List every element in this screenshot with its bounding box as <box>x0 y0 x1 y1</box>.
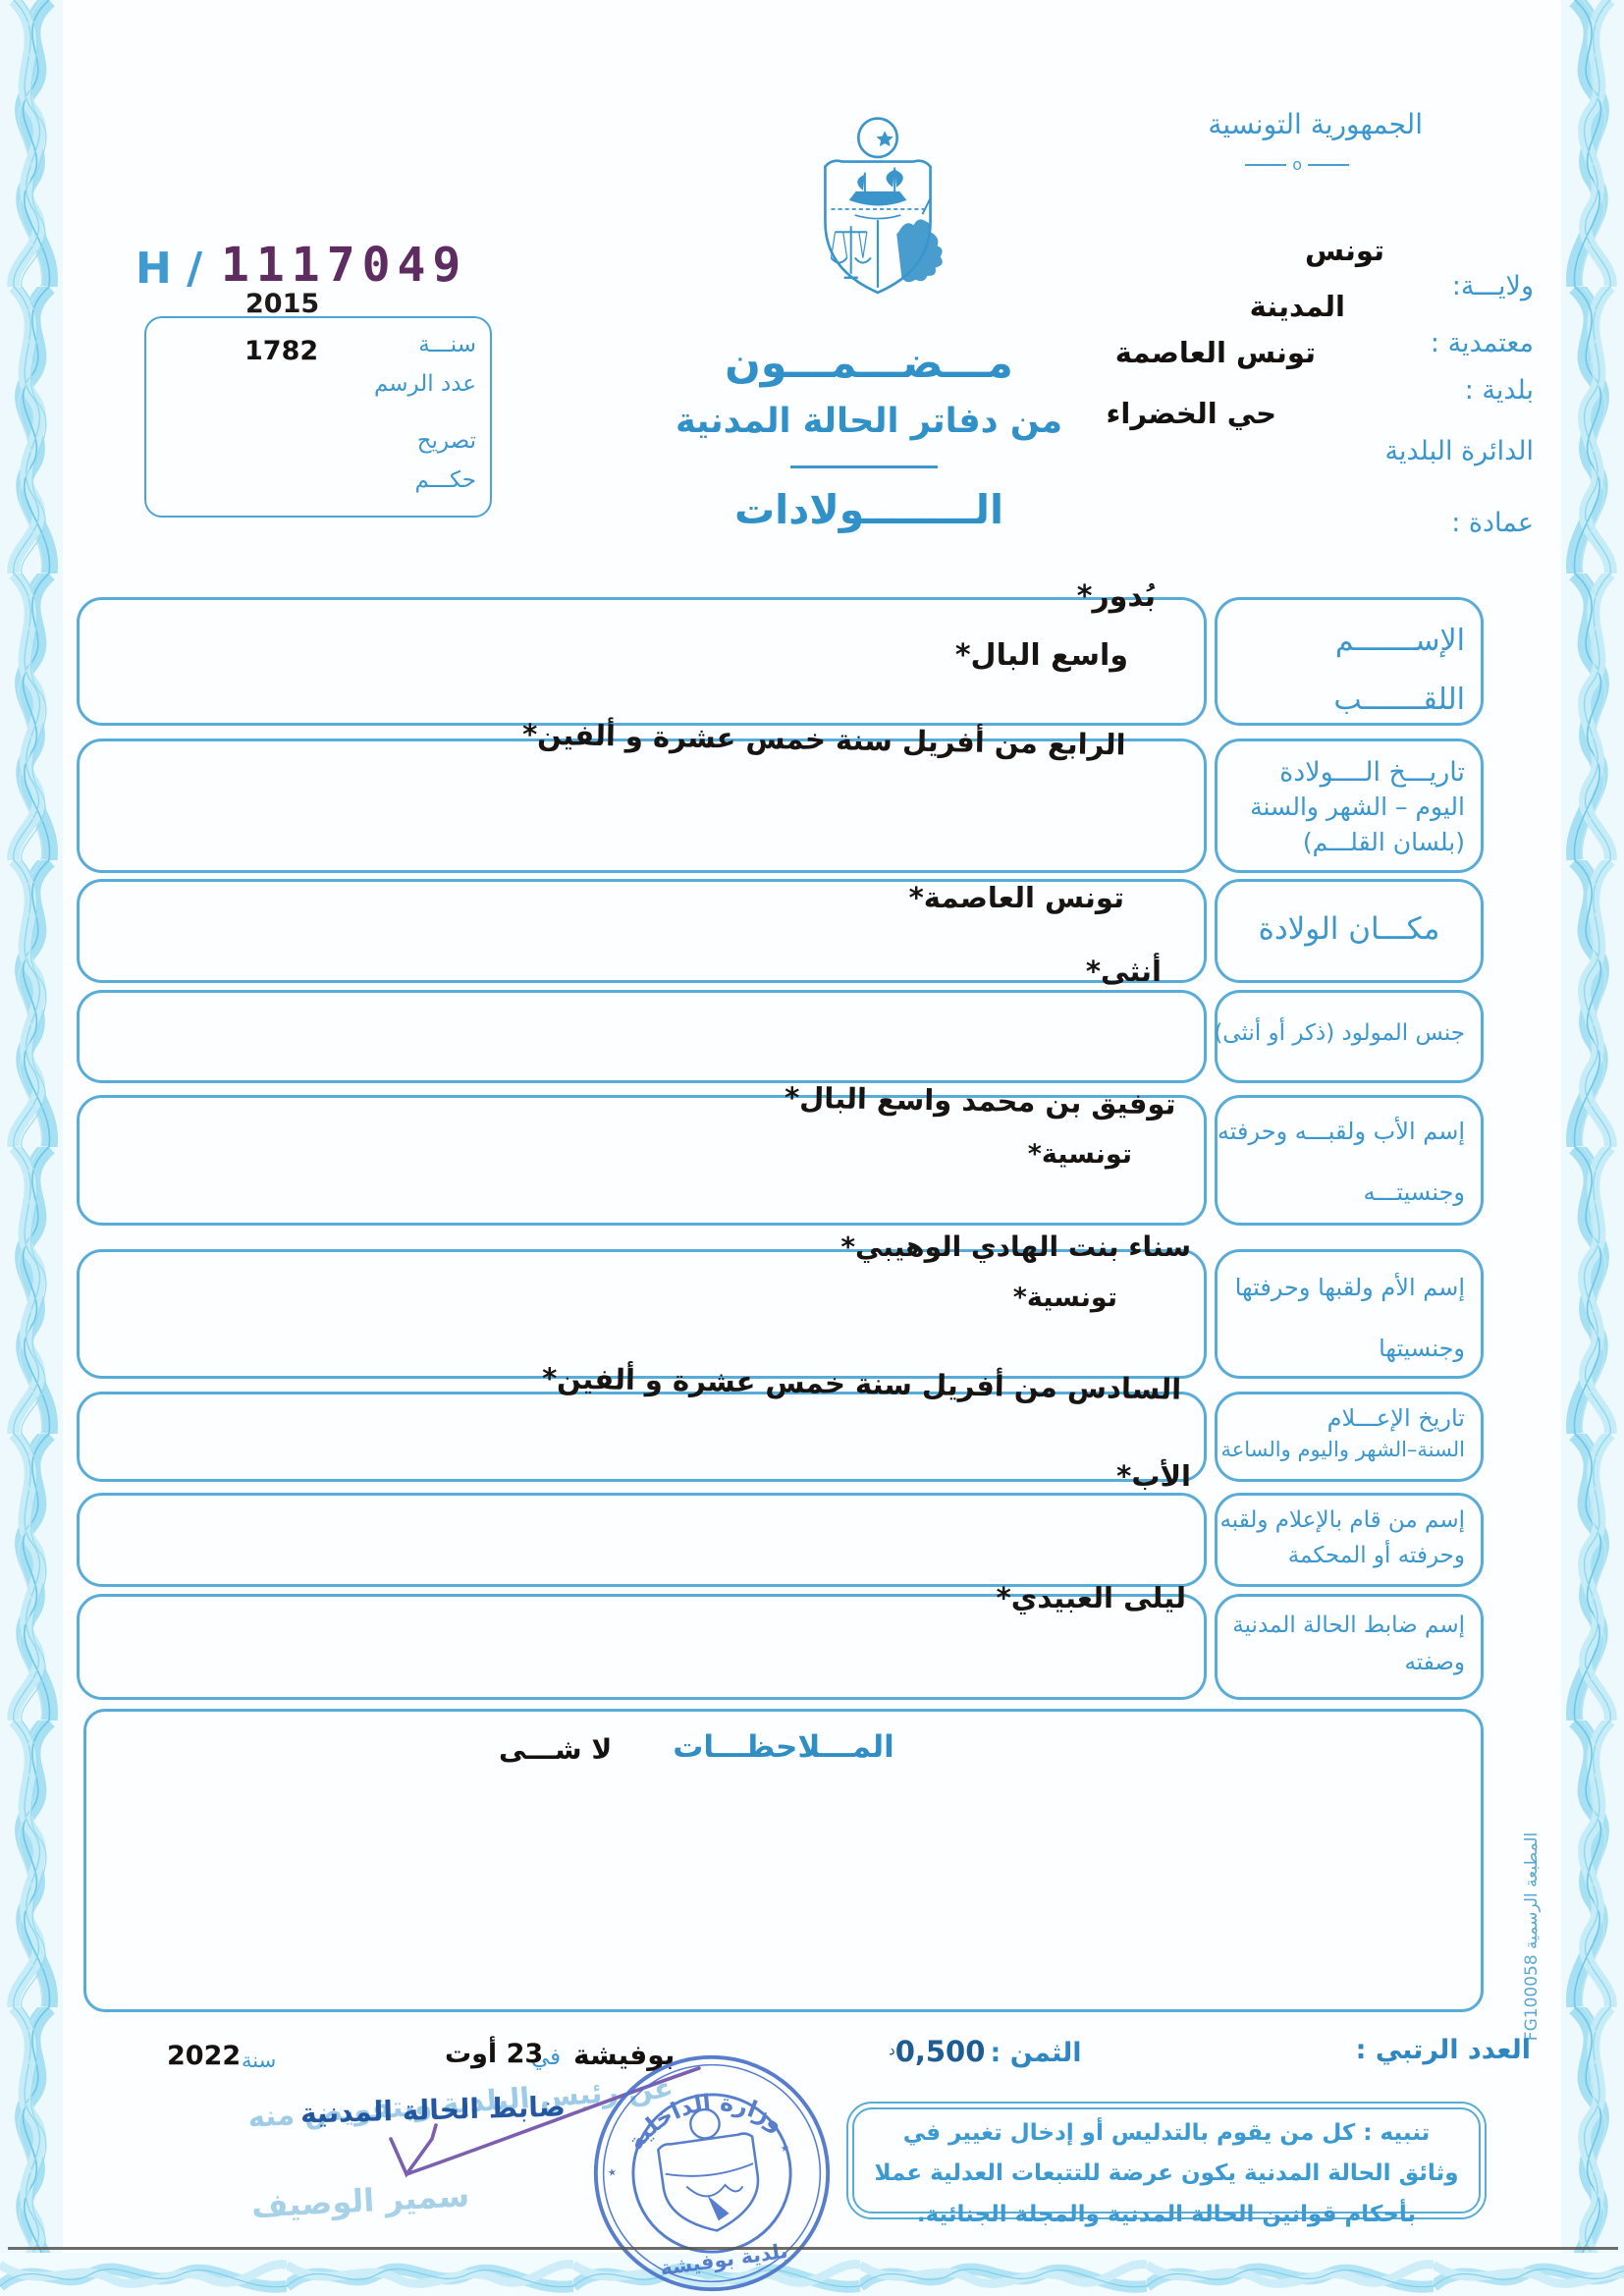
registry-number-box: سنـــة عدد الرسم تصريح حكـــم 1782 <box>144 316 492 518</box>
father-nationality-label: وجنسيتـــه <box>1363 1178 1465 1206</box>
father-nationality-value: تونسية* <box>1027 1139 1132 1170</box>
father-value-box <box>77 1095 1207 1226</box>
informant-value-box <box>77 1493 1207 1587</box>
birth-place-value-box <box>77 879 1207 983</box>
governorate-label: ولايـــة: <box>1451 271 1534 301</box>
document-title-block: مـــضـــمـــون من دفاتر الحالة المدنية ا… <box>638 339 1100 533</box>
father-name-label: إسم الأب ولقبـــه وحرفته <box>1217 1118 1465 1145</box>
name-value-box <box>77 597 1207 726</box>
serial-year: 2015 <box>245 289 320 319</box>
birth-date-note-label: (بلسان القلـــم) <box>1302 828 1465 856</box>
remarks-box: المـــلاحظـــات لا شـــى <box>83 1709 1484 2012</box>
name-label-box: الإســـــــم اللقـــــــب <box>1215 597 1484 726</box>
surname-label: اللقـــــــب <box>1333 683 1465 717</box>
officer-value-box <box>77 1594 1207 1700</box>
svg-text:٭: ٭ <box>779 2138 790 2159</box>
title-line-2: من دفاتر الحالة المدنية <box>675 402 1062 441</box>
notification-date-label-box: تاريخ الإعـــلام السنة–الشهر واليوم والس… <box>1215 1392 1484 1482</box>
price-field: الثمن : 0,500د <box>889 2035 1082 2068</box>
issue-place-stamp: بوفيشة <box>573 2039 676 2071</box>
officer-name-label: إسم ضابط الحالة المدنية <box>1232 1613 1465 1638</box>
registry-record-number-value: 1782 <box>244 336 319 366</box>
svg-text:٭: ٭ <box>606 2162 618 2183</box>
municipality-value: تونس العاصمة <box>1114 336 1316 369</box>
remarks-title: المـــلاحظـــات <box>673 1729 894 1765</box>
birth-date-label-box: تاريـــخ الــــولادة اليوم – الشهر والسن… <box>1215 738 1484 873</box>
serial-order-label: العدد الرتبي : <box>1355 2035 1531 2065</box>
price-label: الثمن : <box>990 2038 1082 2068</box>
guilloche-border-right <box>1561 0 1624 2296</box>
delegation-label: معتمدية : <box>1430 328 1534 358</box>
father-name-value: توفيق بن محمد واسع البال* <box>785 1080 1177 1121</box>
birth-date-value-box <box>77 738 1207 873</box>
first-name-label: الإســـــــم <box>1334 624 1465 658</box>
mother-name-label: إسم الأم ولقبها وحرفتها <box>1234 1274 1465 1301</box>
first-name-value: بُدور* <box>1076 579 1156 614</box>
sex-value: أنثى* <box>1085 955 1162 988</box>
birth-date-label: تاريـــخ الــــولادة <box>1279 757 1465 788</box>
municipal-district-value: حي الخضراء <box>1106 397 1276 430</box>
scan-edge-line <box>8 2247 1618 2250</box>
mother-nationality-label: وجنسيتها <box>1379 1335 1465 1362</box>
mother-nationality-value: تونسية* <box>1012 1283 1117 1313</box>
warning-box-inner-border <box>852 2107 1481 2214</box>
warning-text: تنبيه : كل من يقوم بالتدليس أو إدخال تغي… <box>874 2120 1459 2227</box>
informant-name-label: إسم من قام بالإعلام ولقبه <box>1219 1507 1465 1533</box>
serial-prefix: H / <box>135 244 203 294</box>
governorate-value: تونس <box>1305 234 1384 267</box>
date-prefix-label: في <box>531 2045 562 2070</box>
tunisia-coat-of-arms-icon <box>824 117 943 295</box>
sex-label-box: جنس المولود (ذكر أو أنثى) <box>1214 990 1484 1083</box>
notification-date-sublabel: السنة–الشهر واليوم والساعة <box>1220 1438 1465 1461</box>
issue-date-value: 23 أوت <box>445 2039 544 2069</box>
notification-date-value-box <box>77 1392 1207 1482</box>
registry-label-judgment: حكـــم <box>414 467 476 493</box>
municipal-district-label: الدائرة البلدية <box>1384 436 1534 466</box>
signature-icon <box>389 2066 701 2178</box>
birth-date-sublabel: اليوم – الشهر والسنة <box>1250 793 1465 821</box>
mother-label-box: إسم الأم ولقبها وحرفتها وجنسيتها <box>1215 1249 1484 1379</box>
officer-label-box: إسم ضابط الحالة المدنية وصفته <box>1215 1594 1484 1700</box>
serial-number-stamp: 1117049 <box>221 238 468 293</box>
issue-year-value: 2022 <box>167 2041 242 2071</box>
officer-name-value: ليلى العبيدي* <box>996 1581 1186 1614</box>
price-value: 0,500 <box>894 2035 986 2068</box>
imada-label: عمادة : <box>1451 508 1534 538</box>
informant-label-box: إسم من قام بالإعلام ولقبه وحرفته أو المح… <box>1215 1493 1484 1587</box>
title-line-3: الــــــــولادات <box>733 486 1004 533</box>
officer-role-label: وصفته <box>1404 1650 1465 1675</box>
surname-value: واسع البال* <box>954 638 1128 673</box>
guilloche-border-bottom <box>0 2253 1624 2296</box>
registry-label-record-number: عدد الرسم <box>373 371 476 397</box>
birth-place-value: تونس العاصمة* <box>908 881 1124 914</box>
birth-place-label-box: مكـــان الولادة <box>1215 879 1484 983</box>
divider-glyph: o <box>1292 155 1302 174</box>
municipality-label: بلدية : <box>1464 375 1534 406</box>
sex-value-box <box>77 990 1207 1083</box>
remarks-value: لا شـــى <box>499 1733 613 1766</box>
birth-place-label: مكـــان الولادة <box>1258 911 1440 947</box>
republic-divider: o <box>1245 155 1349 174</box>
informant-role-label: وحرفته أو المحكمة <box>1287 1543 1465 1568</box>
title-underline <box>790 465 938 468</box>
mother-value-box <box>77 1249 1207 1379</box>
delegation-value: المدينة <box>1249 290 1345 323</box>
price-unit-dinar: د <box>889 2041 895 2059</box>
registry-label-declaration: تصريح <box>416 428 476 454</box>
father-label-box: إسم الأب ولقبـــه وحرفته وجنسيتـــه <box>1215 1095 1484 1226</box>
sex-label: جنس المولود (ذكر أو أنثى) <box>1214 1020 1465 1046</box>
municipal-seal-stamp-icon: وزارة الداخلية بلدية بوفيشة ٭ ٭ <box>593 2054 831 2292</box>
republic-title: الجمهورية التونسية <box>1208 108 1423 140</box>
notification-date-label: تاريخ الإعـــلام <box>1326 1404 1465 1432</box>
guilloche-border-left <box>0 0 63 2296</box>
warning-box: تنبيه : كل من يقوم بالتدليس أو إدخال تغي… <box>846 2102 1487 2227</box>
issue-year-label: سنة <box>242 2049 277 2072</box>
mother-name-value: سناء بنت الهادي الوهيبي* <box>840 1230 1191 1263</box>
title-line-1: مـــضـــمـــون <box>725 339 1013 388</box>
registry-label-year: سنـــة <box>418 332 476 357</box>
informant-value: الأب* <box>1116 1459 1191 1493</box>
